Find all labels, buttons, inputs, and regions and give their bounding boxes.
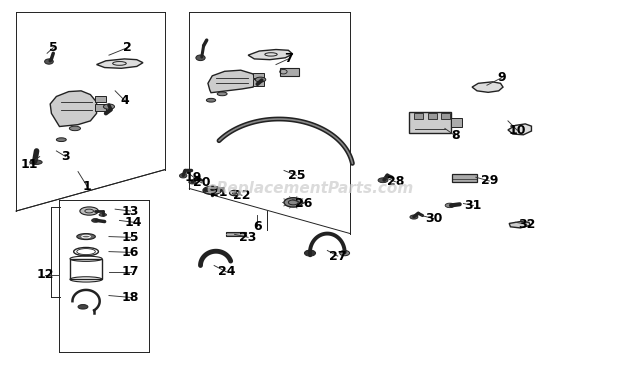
Bar — [95, 97, 106, 102]
Bar — [452, 174, 477, 182]
Ellipse shape — [284, 198, 303, 207]
Text: 16: 16 — [122, 246, 140, 259]
Text: 3: 3 — [61, 150, 70, 163]
Ellipse shape — [78, 305, 88, 309]
Bar — [253, 79, 264, 86]
Bar — [409, 112, 451, 133]
Ellipse shape — [45, 59, 53, 64]
Text: 32: 32 — [518, 218, 535, 231]
Bar — [95, 104, 106, 112]
Bar — [70, 259, 102, 279]
Bar — [253, 73, 264, 78]
Text: 11: 11 — [21, 158, 38, 170]
Text: 21: 21 — [210, 186, 227, 199]
Ellipse shape — [232, 192, 237, 194]
Text: 2: 2 — [123, 41, 132, 54]
Text: 10: 10 — [508, 124, 526, 137]
Bar — [280, 67, 299, 76]
Text: 4: 4 — [120, 94, 129, 107]
Text: 14: 14 — [125, 216, 143, 229]
Ellipse shape — [77, 234, 95, 239]
Text: 17: 17 — [122, 265, 140, 278]
Text: 25: 25 — [288, 169, 305, 182]
Text: 13: 13 — [122, 205, 140, 218]
Ellipse shape — [378, 178, 388, 183]
Ellipse shape — [340, 250, 350, 256]
Text: 15: 15 — [122, 231, 140, 244]
Text: 19: 19 — [185, 171, 202, 184]
Bar — [414, 113, 423, 119]
Text: 22: 22 — [233, 189, 250, 202]
Polygon shape — [509, 222, 530, 228]
Polygon shape — [248, 49, 293, 60]
Text: 18: 18 — [122, 291, 140, 304]
Ellipse shape — [99, 213, 107, 216]
Text: 27: 27 — [329, 250, 347, 263]
Text: 26: 26 — [295, 197, 312, 210]
Text: 5: 5 — [49, 41, 58, 54]
Ellipse shape — [255, 77, 266, 82]
Text: 28: 28 — [387, 175, 404, 188]
Ellipse shape — [445, 203, 454, 208]
Ellipse shape — [69, 126, 81, 131]
Ellipse shape — [56, 138, 66, 141]
Bar — [441, 113, 450, 119]
Ellipse shape — [92, 219, 99, 222]
Text: 20: 20 — [193, 176, 211, 189]
Ellipse shape — [206, 98, 216, 102]
Ellipse shape — [217, 92, 227, 96]
Ellipse shape — [196, 55, 205, 61]
Ellipse shape — [179, 173, 187, 178]
Text: 23: 23 — [239, 231, 257, 244]
Ellipse shape — [304, 250, 316, 256]
Text: 6: 6 — [253, 219, 262, 233]
Ellipse shape — [104, 104, 115, 109]
Ellipse shape — [410, 215, 418, 219]
Polygon shape — [50, 91, 97, 127]
Text: 7: 7 — [284, 52, 293, 66]
Ellipse shape — [80, 207, 99, 215]
Text: 8: 8 — [451, 129, 459, 143]
Ellipse shape — [203, 186, 221, 195]
Text: 29: 29 — [480, 175, 498, 187]
Text: eReplacementParts.com: eReplacementParts.com — [206, 181, 414, 196]
Text: 12: 12 — [37, 268, 54, 281]
Text: 30: 30 — [425, 212, 443, 225]
Text: 31: 31 — [464, 199, 482, 212]
Bar — [428, 113, 437, 119]
Text: 24: 24 — [218, 265, 235, 278]
Polygon shape — [472, 82, 503, 92]
Bar — [226, 232, 246, 236]
Ellipse shape — [30, 160, 42, 164]
Polygon shape — [97, 59, 143, 68]
Text: 9: 9 — [497, 71, 506, 84]
Ellipse shape — [188, 180, 196, 184]
Bar — [451, 118, 462, 127]
Polygon shape — [508, 124, 531, 135]
Text: 1: 1 — [83, 180, 92, 193]
Polygon shape — [208, 70, 255, 93]
